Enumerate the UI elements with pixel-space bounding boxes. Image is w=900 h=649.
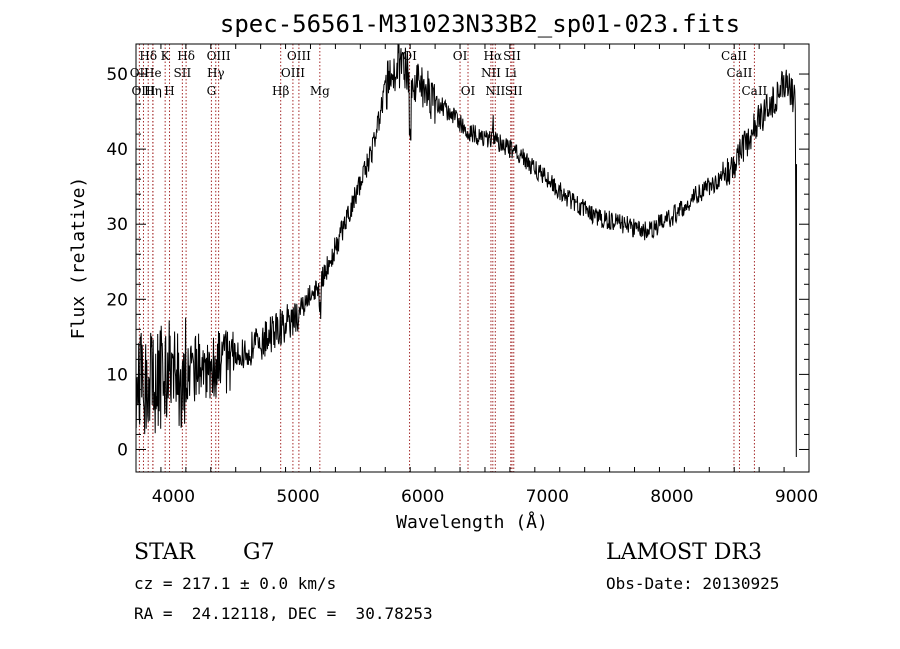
spectral-line-label: Hδ <box>139 49 157 63</box>
plot-frame <box>135 43 810 473</box>
spectral-line-label: Hα <box>484 49 503 63</box>
spectral-line-label: G <box>207 84 217 98</box>
y-axis-ticks: 0 10 20 30 40 50 <box>106 65 809 460</box>
spectral-line-label: Hδ <box>177 49 195 63</box>
spectral-line-label: Hβ <box>272 84 289 98</box>
spectrum-line <box>135 44 797 458</box>
spectral-line-label: Li <box>505 66 517 80</box>
spectral-line-label: NII <box>481 66 501 80</box>
spectral-line-label: Hγ <box>207 66 225 80</box>
spectral-line-label: OIII <box>131 84 155 98</box>
y-tick-label: 40 <box>106 140 128 160</box>
spectral-line-label: H <box>164 84 174 98</box>
x-tick-label: 8000 <box>650 487 693 507</box>
spectral-line-label: Hη <box>144 84 162 98</box>
x-tick-label: 5000 <box>276 487 319 507</box>
spectral-line-label: OI <box>453 49 468 63</box>
spectral-line-label: SII <box>174 66 192 80</box>
object-subclass: G7 <box>243 540 275 565</box>
y-tick-label: 50 <box>106 65 128 85</box>
x-tick-label: 4000 <box>152 487 195 507</box>
spectral-line-label: CaII <box>741 84 767 98</box>
chart-title: spec-56561-M31023N33B2_sp01-023.fits <box>220 10 740 38</box>
observation-date: Obs-Date: 20130925 <box>606 574 780 593</box>
x-tick-label: 9000 <box>775 487 818 507</box>
x-axis-ticks: 4000 5000 6000 7000 8000 9000 <box>135 44 818 507</box>
spectral-line-label: OI <box>402 49 417 63</box>
y-tick-label: 30 <box>106 215 128 235</box>
spectral-line-label: He <box>144 66 162 80</box>
x-axis-label: Wavelength (Å) <box>396 511 548 533</box>
object-class: STAR <box>134 540 195 565</box>
spectral-line-label: OIII <box>287 49 311 63</box>
spectral-line-label: NII <box>485 84 505 98</box>
coordinates: RA = 24.12118, DEC = 30.78253 <box>134 604 433 623</box>
spectral-line-label: SII <box>505 84 523 98</box>
y-tick-label: 20 <box>106 290 128 310</box>
y-tick-label: 0 <box>117 440 128 460</box>
spectral-line-label: SII <box>503 49 521 63</box>
spectral-line-label: K <box>161 49 171 63</box>
spectral-line-label: OIII <box>207 49 231 63</box>
spectral-line-label: CaII <box>721 49 747 63</box>
x-tick-label: 6000 <box>401 487 444 507</box>
spectral-line-label: CaII <box>727 66 753 80</box>
redshift-velocity: cz = 217.1 ± 0.0 km/s <box>134 574 337 593</box>
spectral-line-label: OI <box>461 84 476 98</box>
spectral-line-label: Mg <box>310 84 330 98</box>
y-axis-label: Flux (relative) <box>68 177 89 340</box>
spectral-line-label: OII <box>130 66 150 80</box>
spectral-line-label: OIII <box>281 66 305 80</box>
x-tick-label: 7000 <box>526 487 569 507</box>
y-tick-label: 10 <box>106 365 128 385</box>
survey-name: LAMOST DR3 <box>606 540 762 565</box>
